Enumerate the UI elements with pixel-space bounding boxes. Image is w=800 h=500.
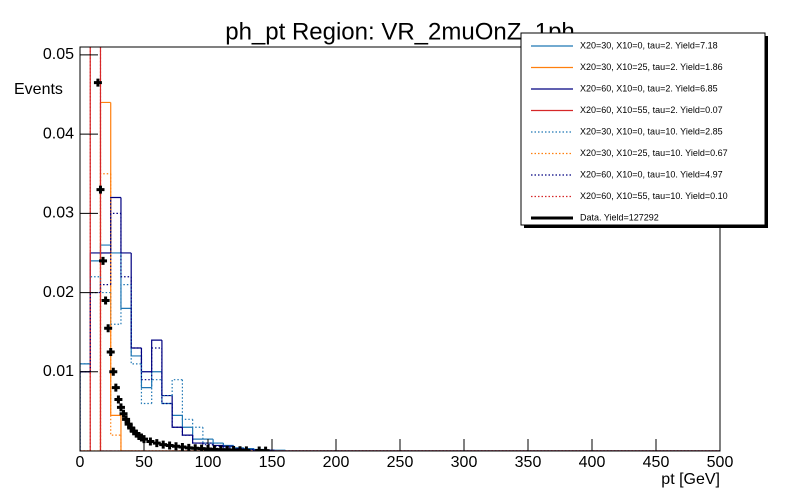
- data-point-marker: [242, 446, 251, 451]
- legend-label: X20=30, X10=25, tau=10. Yield=0.67: [580, 148, 728, 158]
- data-point: [114, 395, 123, 404]
- data-point: [99, 256, 108, 265]
- data-point-marker: [122, 415, 131, 424]
- x-tick-label: 250: [387, 454, 414, 471]
- histogram-bin: [151, 379, 162, 404]
- y-tick-label: 0.04: [43, 125, 74, 142]
- data-point: [109, 367, 118, 376]
- y-tick-label: 0.02: [43, 284, 74, 301]
- x-tick-label: 0: [76, 454, 85, 471]
- histogram-bin: [80, 363, 91, 451]
- data-point-marker: [109, 367, 118, 376]
- data-point-marker: [111, 383, 120, 392]
- histogram-bin: [181, 379, 193, 420]
- y-axis-label: Events: [14, 81, 63, 98]
- data-point-marker: [106, 347, 115, 356]
- data-point-marker: [93, 78, 102, 87]
- legend-label: Data. Yield=127292: [580, 212, 659, 222]
- legend: [520, 32, 766, 226]
- chart-title: ph_pt Region: VR_2muOnZ_1ph: [225, 18, 575, 45]
- legend-label: X20=60, X10=0, tau=10. Yield=4.97: [580, 169, 723, 179]
- legend-label: X20=60, X10=55, tau=10. Yield=0.10: [580, 191, 728, 201]
- histogram-bin: [192, 419, 203, 428]
- histogram-bin: [99, 284, 111, 293]
- data-point-marker: [96, 185, 105, 194]
- legend-label: X20=30, X10=25, tau=2. Yield=1.86: [580, 62, 723, 72]
- x-tick-label: 300: [451, 454, 478, 471]
- data-point: [119, 409, 128, 418]
- histogram-bin: [202, 443, 214, 446]
- data-point: [146, 437, 155, 446]
- data-point-marker: [119, 409, 128, 418]
- legend-label: X20=30, X10=0, tau=2. Yield=7.18: [580, 40, 718, 50]
- x-tick-label: 500: [707, 454, 734, 471]
- x-tick-label: 400: [579, 454, 606, 471]
- histogram-bin: [161, 348, 173, 405]
- histogram-bin: [120, 213, 132, 278]
- histogram-bin: [140, 348, 152, 381]
- data-point: [93, 78, 102, 87]
- x-axis-label: pt [GeV]: [661, 471, 720, 488]
- y-tick-label: 0.01: [43, 363, 74, 380]
- data-point: [106, 347, 115, 356]
- histogram-bin: [120, 252, 132, 310]
- legend-label: X20=30, X10=0, tau=10. Yield=2.85: [580, 126, 723, 136]
- data-point: [122, 415, 131, 424]
- data-point: [104, 324, 113, 333]
- histogram-bin: [171, 403, 183, 428]
- data-point: [101, 296, 110, 305]
- x-tick-label: 200: [323, 454, 350, 471]
- data-point: [242, 446, 251, 451]
- histogram-bin: [99, 47, 111, 451]
- data-point-marker: [101, 296, 110, 305]
- histogram-bin: [171, 395, 183, 428]
- data-point: [152, 439, 161, 448]
- histogram-bin: [120, 284, 132, 325]
- histogram-bin: [130, 276, 142, 349]
- data-point-marker: [99, 256, 108, 265]
- data-point-marker: [116, 403, 125, 412]
- histogram-bin: [181, 427, 193, 436]
- data-point: [111, 383, 120, 392]
- y-tick-label: 0.03: [43, 205, 74, 222]
- x-tick-label: 450: [643, 454, 670, 471]
- data-point-marker: [146, 437, 155, 446]
- x-tick-label: 100: [195, 454, 222, 471]
- histogram-bin: [110, 212, 121, 285]
- x-tick-label: 50: [135, 454, 153, 471]
- histogram-bin: [151, 347, 162, 380]
- data-point-marker: [152, 439, 161, 448]
- data-point-marker: [114, 395, 123, 404]
- data-point: [116, 403, 125, 412]
- data-point-marker: [104, 324, 113, 333]
- y-tick-label: 0.05: [43, 46, 74, 63]
- x-tick-label: 350: [515, 454, 542, 471]
- histogram-bin: [222, 446, 234, 449]
- legend-label: X20=60, X10=0, tau=2. Yield=6.85: [580, 83, 718, 93]
- x-tick-label: 150: [259, 454, 286, 471]
- histogram-bin: [140, 363, 152, 405]
- data-point: [96, 185, 105, 194]
- histogram-bin: [192, 435, 203, 444]
- histogram-bin: [120, 415, 132, 451]
- legend-label: X20=60, X10=55, tau=2. Yield=0.07: [580, 105, 723, 115]
